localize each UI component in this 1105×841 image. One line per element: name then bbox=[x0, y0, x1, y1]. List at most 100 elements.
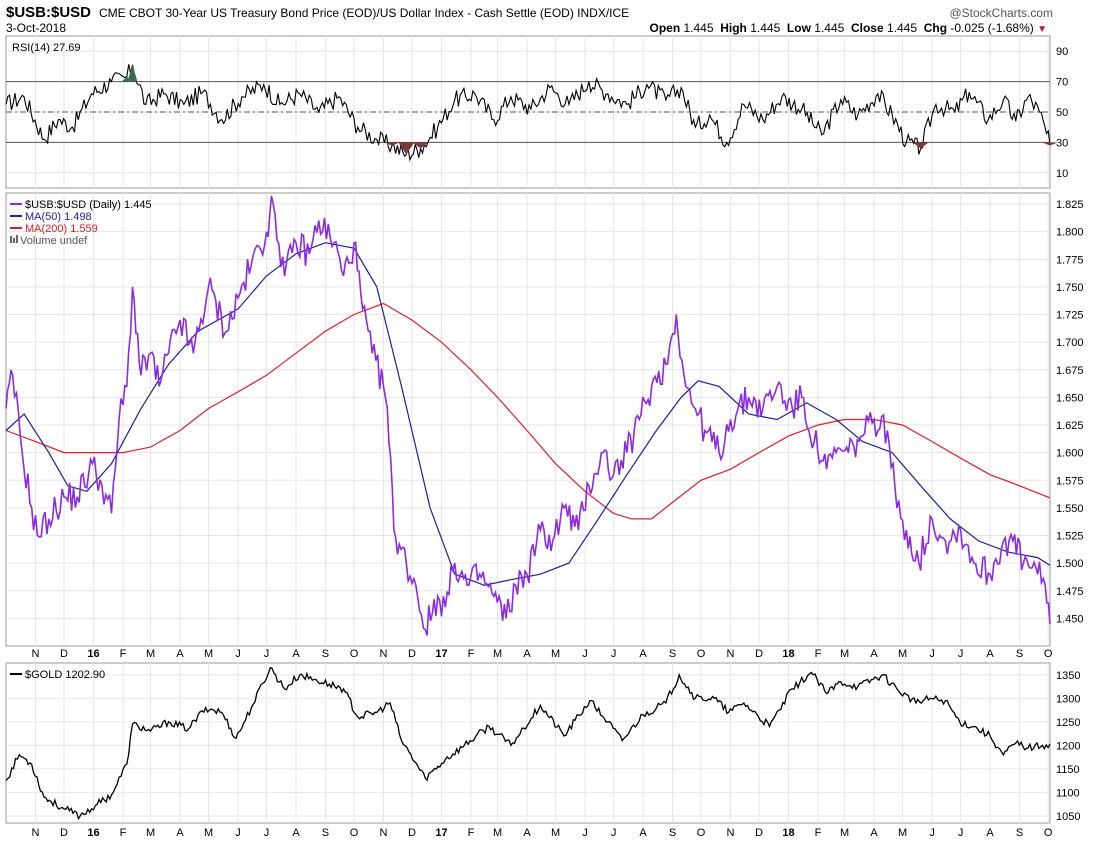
month-tick-label: A bbox=[523, 827, 531, 839]
month-tick-label: M bbox=[898, 648, 907, 660]
month-tick-label: N bbox=[31, 648, 39, 660]
price-axis-label: 1.825 bbox=[1056, 199, 1084, 211]
price-axis-label: 1.775 bbox=[1056, 254, 1084, 266]
month-tick-label: J bbox=[582, 648, 588, 660]
chart-date: 3-Oct-2018 bbox=[6, 21, 67, 35]
price-legend-entry: $USB:$USD (Daily) 1.445 bbox=[25, 199, 152, 211]
close-label: Close bbox=[850, 21, 884, 35]
price-axis-label: 1.525 bbox=[1056, 531, 1084, 543]
month-tick-label: M bbox=[551, 827, 560, 839]
price-axis-label: 1.550 bbox=[1056, 503, 1084, 515]
rsi-overbought-fill bbox=[127, 64, 138, 82]
month-tick-label: M bbox=[146, 648, 155, 660]
volume-bars-icon bbox=[16, 235, 18, 243]
month-tick-label: F bbox=[468, 648, 475, 660]
volume-bars-icon bbox=[10, 236, 12, 243]
month-tick-label: J bbox=[264, 827, 270, 839]
price-legend-entry: MA(50) 1.498 bbox=[25, 211, 92, 223]
month-tick-label: A bbox=[292, 827, 300, 839]
gold-axis-label: 1050 bbox=[1056, 811, 1080, 823]
volume-bars-icon bbox=[13, 238, 15, 243]
low-value: 1.445 bbox=[814, 21, 845, 35]
month-tick-label: O bbox=[697, 827, 706, 839]
month-tick-label: J bbox=[958, 648, 964, 660]
down-arrow-icon: ▼ bbox=[1037, 24, 1047, 35]
month-tick-label: S bbox=[322, 648, 329, 660]
month-tick-label: A bbox=[639, 648, 647, 660]
chart-symbol: $USB:$USD bbox=[6, 4, 92, 21]
ma200-line bbox=[5, 302, 1051, 520]
close-value: 1.445 bbox=[887, 21, 918, 35]
month-tick-label: 16 bbox=[87, 648, 99, 660]
month-tick-label: M bbox=[204, 827, 213, 839]
rsi-oversold-fill bbox=[384, 142, 401, 146]
price-axis-label: 1.650 bbox=[1056, 392, 1084, 404]
month-tick-label: 17 bbox=[435, 648, 447, 660]
gold-axis-label: 1250 bbox=[1056, 717, 1080, 729]
price-axis-label: 1.750 bbox=[1056, 282, 1084, 294]
month-tick-label: N bbox=[727, 827, 735, 839]
month-tick-label: S bbox=[1016, 827, 1023, 839]
month-tick-label: M bbox=[840, 827, 849, 839]
month-tick-label: A bbox=[870, 827, 878, 839]
rsi-oversold-fill bbox=[1042, 142, 1058, 146]
description-text: CME CBOT 30-Year US Treasury Bond Price … bbox=[99, 6, 574, 20]
month-tick-label: M bbox=[898, 827, 907, 839]
month-tick-label: J bbox=[235, 827, 241, 839]
ma50-line bbox=[5, 242, 1051, 586]
month-tick-label: N bbox=[727, 648, 735, 660]
month-tick-label: F bbox=[815, 648, 822, 660]
month-tick-label: D bbox=[408, 648, 416, 660]
price-axis-label: 1.600 bbox=[1056, 448, 1084, 460]
month-tick-label: M bbox=[146, 827, 155, 839]
month-tick-label: J bbox=[235, 648, 241, 660]
month-tick-label: F bbox=[120, 827, 127, 839]
price-axis-label: 1.800 bbox=[1056, 227, 1084, 239]
rsi-axis-label: 90 bbox=[1056, 46, 1068, 58]
rsi-axis-label: 50 bbox=[1056, 107, 1068, 119]
month-tick-label: D bbox=[755, 827, 763, 839]
brand-link[interactable]: @StockCharts.com bbox=[949, 6, 1053, 20]
month-tick-label: J bbox=[582, 827, 588, 839]
low-label: Low bbox=[786, 21, 811, 35]
month-tick-label: O bbox=[350, 648, 359, 660]
month-tick-label: 17 bbox=[435, 827, 447, 839]
price-axis-label: 1.675 bbox=[1056, 365, 1084, 377]
month-tick-label: N bbox=[379, 827, 387, 839]
month-tick-label: O bbox=[1044, 827, 1053, 839]
price-axis-label: 1.700 bbox=[1056, 337, 1084, 349]
month-tick-label: A bbox=[176, 827, 184, 839]
month-tick-label: A bbox=[523, 648, 531, 660]
rsi-oversold-fill bbox=[912, 142, 929, 149]
month-tick-label: O bbox=[697, 648, 706, 660]
gold-axis-label: 1150 bbox=[1056, 764, 1080, 776]
chart-description: CME CBOT 30-Year US Treasury Bond Price … bbox=[99, 6, 629, 20]
month-tick-label: D bbox=[60, 827, 68, 839]
price-axis-label: 1.725 bbox=[1056, 310, 1084, 322]
chg-label: Chg bbox=[923, 21, 948, 35]
price-legend-entry: MA(200) 1.559 bbox=[25, 223, 98, 235]
month-tick-label: 16 bbox=[87, 827, 99, 839]
rsi-axis-label: 70 bbox=[1056, 77, 1068, 89]
gold-axis-label: 1100 bbox=[1056, 787, 1080, 799]
high-value: 1.445 bbox=[750, 21, 781, 35]
month-tick-label: J bbox=[264, 648, 270, 660]
month-tick-label: O bbox=[1044, 648, 1053, 660]
month-tick-label: M bbox=[551, 648, 560, 660]
open-value: 1.445 bbox=[683, 21, 714, 35]
chg-value: -0.025 (-1.68%) bbox=[950, 21, 1034, 35]
month-tick-label: J bbox=[929, 827, 935, 839]
price-axis-label: 1.450 bbox=[1056, 613, 1084, 625]
rsi-legend: RSI(14) 27.69 bbox=[12, 42, 80, 54]
price-legend-entry: Volume undef bbox=[20, 235, 88, 247]
month-tick-label: A bbox=[986, 827, 994, 839]
month-tick-label: N bbox=[379, 648, 387, 660]
month-tick-label: O bbox=[350, 827, 359, 839]
month-tick-label: A bbox=[870, 648, 878, 660]
month-tick-label: S bbox=[322, 827, 329, 839]
month-tick-label: J bbox=[611, 648, 617, 660]
month-tick-label: M bbox=[493, 648, 502, 660]
gold-legend: $GOLD 1202.90 bbox=[25, 669, 105, 681]
